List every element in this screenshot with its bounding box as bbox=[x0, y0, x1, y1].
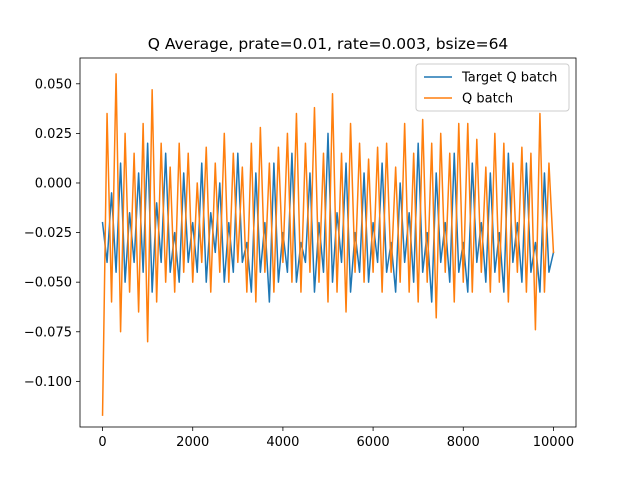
y-tick-label: −0.025 bbox=[24, 226, 72, 241]
legend: Target Q batch Q batch bbox=[415, 63, 570, 112]
x-tick-label: 8000 bbox=[447, 435, 480, 450]
y-tick-label: −0.100 bbox=[24, 375, 72, 390]
legend-box bbox=[415, 63, 570, 112]
x-tick-label: 10000 bbox=[533, 435, 574, 450]
legend-label: Target Q batch bbox=[461, 71, 557, 86]
series-line-q-batch bbox=[101, 73, 555, 416]
y-tick-label: 0.025 bbox=[35, 127, 72, 142]
plot-frame bbox=[79, 57, 577, 428]
axes-layer: 0 2000 4000 6000 8000 10000 0.050 0.025 0.000 −0.… bbox=[24, 57, 577, 450]
chart-title: Q Average, prate=0.01, rate=0.003, bsize… bbox=[148, 35, 509, 53]
x-tick-label: 0 bbox=[98, 435, 106, 450]
x-tick-label: 2000 bbox=[176, 435, 209, 450]
x-tick-label: 6000 bbox=[357, 435, 390, 450]
y-tick-label: −0.050 bbox=[24, 276, 72, 291]
series-layer bbox=[101, 73, 555, 416]
series-line-target-q-batch bbox=[101, 132, 555, 303]
legend-label: Q batch bbox=[462, 92, 513, 107]
y-tick-label: −0.075 bbox=[24, 325, 72, 340]
y-tick-label: 0.000 bbox=[35, 176, 72, 191]
x-tick-label: 4000 bbox=[266, 435, 299, 450]
y-tick-label: 0.050 bbox=[35, 77, 72, 92]
